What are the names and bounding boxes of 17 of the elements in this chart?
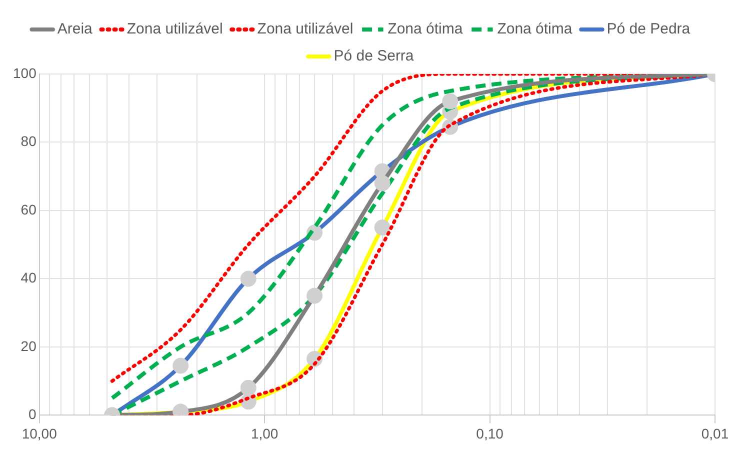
y-tick-label: 0 bbox=[28, 406, 37, 422]
x-tick-label: 10,00 bbox=[22, 425, 58, 442]
legend-label: Zona ótima bbox=[497, 20, 573, 38]
legend-label: Zona ótima bbox=[388, 20, 464, 38]
y-tick-label: 40 bbox=[20, 270, 37, 286]
legend-label: Pó de Pedra bbox=[606, 20, 691, 38]
x-tick-label: 1,00 bbox=[250, 425, 278, 442]
y-tick-label: 60 bbox=[20, 201, 37, 218]
legend-label: Areia bbox=[57, 20, 94, 38]
y-tick-label: 100 bbox=[13, 64, 37, 81]
legend-label: Zona utilizável bbox=[257, 20, 354, 38]
legend-label: Pó de Serra bbox=[334, 48, 414, 65]
x-tick-label: 0,01 bbox=[701, 425, 729, 442]
y-tick-label: 80 bbox=[20, 133, 37, 150]
x-tick-label: 0,10 bbox=[476, 425, 504, 442]
legend-label: Zona utilizável bbox=[126, 20, 223, 38]
y-tick-label: 20 bbox=[20, 338, 37, 354]
